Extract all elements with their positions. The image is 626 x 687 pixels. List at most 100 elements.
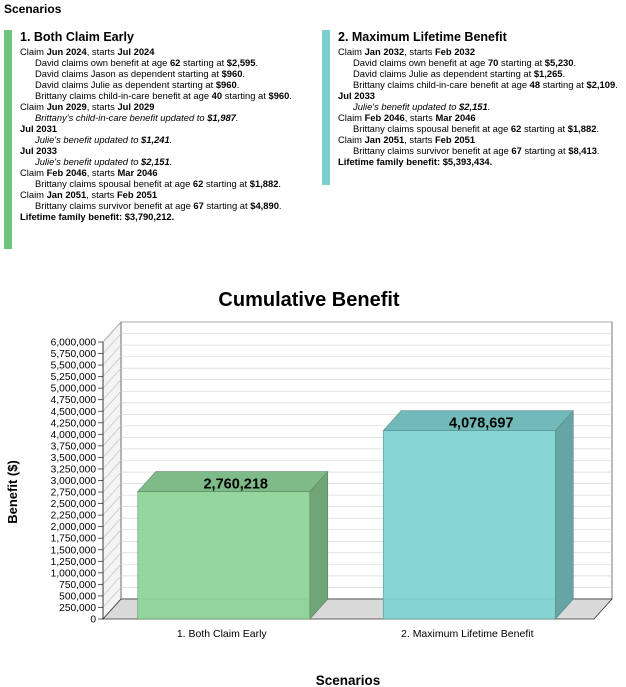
chart-title: Cumulative Benefit <box>218 289 399 311</box>
scenario-line: Brittany claims spousal benefit at age 6… <box>20 178 292 189</box>
y-tick-label: 3,000,000 <box>51 476 97 487</box>
x-axis-labels: 1. Both Claim Early 2. Maximum Lifetime B… <box>177 628 534 640</box>
line-text: 67 <box>511 145 522 156</box>
line-text: Lifetime family benefit: $3,790,212. <box>20 211 175 222</box>
chart-bars: 2,760,218 4,078,697 <box>137 409 574 620</box>
gridline-side <box>102 425 122 447</box>
line-text: Jul 2033 <box>20 145 58 156</box>
gridline-side <box>102 367 122 389</box>
bar-front <box>137 491 311 620</box>
line-text: Julie's benefit updated to <box>35 134 142 145</box>
line-text: starting at <box>540 79 587 90</box>
line-text: Jun 2024 <box>46 46 87 57</box>
gridline-side <box>102 379 122 400</box>
line-text: . <box>255 57 259 68</box>
line-text: Jun 2029 <box>46 101 87 112</box>
line-text: Jul 2029 <box>117 101 155 112</box>
y-tick-label: 1,750,000 <box>51 534 97 545</box>
line-text: $1,265 <box>533 68 563 79</box>
scenario-line: Claim Jan 2051, starts Feb 2051 <box>338 134 618 145</box>
y-tick-label: 3,500,000 <box>51 453 97 464</box>
data-label: 2,760,218 <box>203 477 268 493</box>
line-text: Mar 2046 <box>117 167 158 178</box>
gridline-side <box>102 333 122 354</box>
line-text: Brittany claims child-in-care benefit at… <box>353 79 530 90</box>
line-text: David claims Julie as dependent starting… <box>35 79 216 90</box>
line-text: $8,413 <box>568 145 597 156</box>
line-text: starting at <box>222 90 269 101</box>
line-text: Claim <box>338 46 365 57</box>
scenario-title: 2. Maximum Lifetime Benefit <box>338 30 507 44</box>
line-text: $2,151 <box>141 156 170 167</box>
line-text: Lifetime family benefit: $5,393,434. <box>338 156 493 167</box>
line-text: Jul 2024 <box>117 46 155 57</box>
line-text: Julie's benefit updated to <box>353 101 460 112</box>
gridline-side <box>102 414 122 435</box>
line-text: Mar 2046 <box>435 112 476 123</box>
line-text: $1,882 <box>567 123 597 134</box>
scenario-line: Julie's benefit updated to $2,151. <box>338 101 618 112</box>
scenario-line: David claims Julie as dependent starting… <box>20 79 292 90</box>
line-text: 70 <box>487 57 499 68</box>
line-text: starting at <box>203 178 250 189</box>
line-text: $960 <box>221 68 243 79</box>
line-text: $1,987 <box>207 112 236 123</box>
gridline-side <box>102 344 122 366</box>
data-label: 4,078,697 <box>449 416 514 432</box>
y-tick-label: 2,750,000 <box>51 488 97 499</box>
gridline-side <box>102 402 122 423</box>
scenario-line: David claims own benefit at age 62 start… <box>20 57 292 68</box>
line-text: , starts <box>86 46 118 57</box>
line-text: . <box>596 145 600 156</box>
y-tick-label: 4,000,000 <box>51 430 97 441</box>
scenario-line: Brittany claims child-in-care benefit at… <box>20 90 292 101</box>
cumulative-benefit-chart: Cumulative Benefit 0250,000500,000750,00… <box>5 289 613 687</box>
line-text: David claims Jason as dependent starting… <box>35 68 222 79</box>
line-text: , starts <box>404 112 436 123</box>
y-tick-label: 4,250,000 <box>51 418 97 429</box>
line-text: 40 <box>211 90 223 101</box>
scenario-color-bar <box>322 30 330 185</box>
line-text: Feb 2032 <box>434 46 476 57</box>
line-text: $2,109 <box>586 79 616 90</box>
line-text: Feb 2046 <box>364 112 405 123</box>
line-text: Claim <box>20 101 47 112</box>
scenario-line: Claim Feb 2046, starts Mar 2046 <box>20 167 292 178</box>
line-text: . <box>278 200 282 211</box>
line-text: Claim <box>20 189 47 200</box>
scenario-line: Lifetime family benefit: $5,393,434. <box>338 156 618 167</box>
line-text: starting at <box>203 200 251 211</box>
scenario-line: David claims Julie as dependent starting… <box>338 68 618 79</box>
line-text: Jan 2051 <box>364 134 405 145</box>
scenario-line: Brittany's child-in-care benefit updated… <box>20 112 292 123</box>
line-text: $960 <box>268 90 290 101</box>
y-tick-label: 5,750,000 <box>51 349 97 360</box>
gridline-side <box>102 529 122 550</box>
line-text: Brittany claims spousal benefit at age <box>353 123 511 134</box>
line-text: Claim <box>338 134 365 145</box>
line-text: Brittany claims child-in-care benefit at… <box>35 90 212 101</box>
line-text: $960 <box>215 79 237 90</box>
line-text: . <box>169 156 173 167</box>
line-text: 67 <box>193 200 204 211</box>
bar-2: 4,078,697 <box>382 409 574 620</box>
y-tick-label: 5,500,000 <box>51 361 97 372</box>
line-text: . <box>235 112 239 123</box>
line-text: , starts <box>86 101 118 112</box>
line-text: , starts <box>404 46 435 57</box>
y-tick-label: 4,500,000 <box>51 407 97 418</box>
scenario-color-bar <box>4 30 12 249</box>
scenario-line: Brittany claims spousal benefit at age 6… <box>338 123 618 134</box>
line-text: $1,882 <box>249 178 279 189</box>
y-tick-label: 500,000 <box>59 591 96 602</box>
y-tick-label: 750,000 <box>59 580 96 591</box>
line-text: $2,151 <box>459 101 488 112</box>
y-tick-label: 1,500,000 <box>51 545 97 556</box>
line-text: Feb 2046 <box>46 167 87 178</box>
line-text: . <box>278 178 282 189</box>
line-text: Brittany claims spousal benefit at age <box>35 178 193 189</box>
bar-front <box>382 430 556 620</box>
bar-top <box>382 410 574 432</box>
scenario-line: Jul 2031 <box>20 123 292 134</box>
y-axis-title: Benefit ($) <box>5 460 20 524</box>
